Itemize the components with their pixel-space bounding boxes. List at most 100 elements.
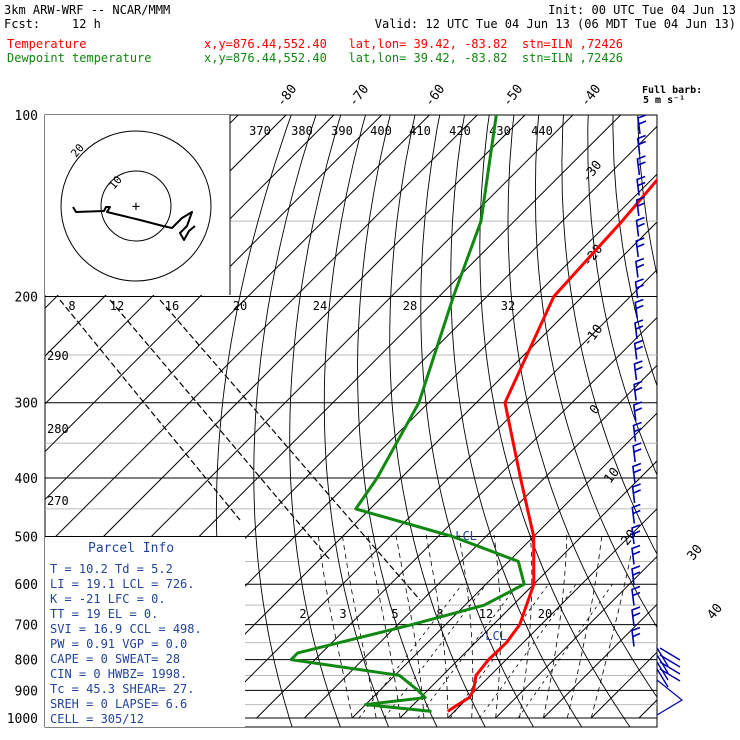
pressure-label: 100	[15, 109, 38, 124]
mixing-ratio-line	[358, 583, 463, 719]
wind-barb	[634, 319, 644, 340]
pressure-label: 500	[15, 530, 38, 545]
wind-barb	[634, 298, 644, 319]
theta-label: 400	[370, 124, 392, 138]
parcel-info-line: CIN = 0 HWBZ= 1998.	[50, 667, 187, 681]
lcl-label: -LCL	[448, 529, 477, 543]
isotherm-label: -70	[346, 82, 372, 110]
temperature-line	[446, 177, 657, 713]
fcst-value: 12 h	[72, 17, 101, 31]
isotherm-line	[45, 115, 526, 596]
dry-adiabat-line	[289, 115, 342, 727]
speed-line	[159, 299, 421, 601]
isotherm-line	[45, 115, 382, 453]
wind-barb	[635, 237, 645, 258]
wind-barb	[632, 462, 642, 483]
speed-label: 24	[313, 299, 327, 313]
parcel-info-line: TT = 19 EL = 0.	[50, 607, 158, 621]
parcel-info-line: SVI = 16.9 CCL = 498.	[50, 622, 202, 636]
parcel-info-box	[45, 537, 245, 727]
pressure-label: 700	[15, 619, 38, 634]
parcel-info-line: T = 10.2 Td = 5.2	[50, 562, 173, 576]
speed-label: 32	[501, 299, 515, 313]
isotherm-label: -50	[500, 82, 526, 110]
pressure-label: 300	[15, 397, 38, 412]
isotherm-line	[45, 115, 430, 501]
speed-label: 12	[110, 299, 124, 313]
wind-barb	[631, 606, 641, 627]
hodograph-ring	[100, 170, 172, 242]
isotherm-line	[687, 115, 740, 718]
fcst-label: Fcst:	[4, 17, 41, 31]
parcel-info-line: LI = 19.1 LCL = 726.	[50, 577, 195, 591]
theta-label: 290	[47, 349, 69, 363]
wind-barb	[656, 647, 681, 667]
parcel-info-line: CAPE = 0 SWEAT= 28	[50, 652, 180, 666]
dry-adiabat-line	[479, 115, 631, 727]
moist-adiabat-group	[316, 535, 638, 719]
isotherm-line	[495, 555, 657, 719]
isotherm-label: -20	[580, 242, 606, 270]
theta-label: 370	[249, 124, 271, 138]
mixing-ratio-group	[358, 583, 613, 719]
dry-adiabat-line	[561, 115, 657, 555]
mixing-ratio-label: 2	[299, 607, 306, 621]
wind-barb	[635, 216, 645, 237]
speed-line	[109, 299, 331, 561]
wind-barb	[634, 278, 644, 299]
theta-label: 270	[47, 494, 69, 508]
lcl-label: -LCL	[478, 629, 507, 643]
wind-barb	[631, 626, 641, 647]
wind-note: Full barb:	[642, 85, 702, 96]
pressure-label: 800	[15, 654, 38, 669]
wind-barb	[631, 565, 641, 586]
model-title: 3km ARW-WRF -- NCAR/MMM	[4, 3, 171, 17]
moist-adiabat-line	[366, 535, 401, 719]
parcel-info-line: SREH = 0 LAPSE= 6.6	[50, 697, 187, 711]
isotherm-line	[304, 364, 657, 719]
isotherm-line	[208, 269, 657, 719]
isotherm-line	[351, 412, 657, 719]
hodograph-ring	[60, 130, 212, 282]
speed-line	[59, 299, 241, 521]
moist-adiabat-line	[457, 535, 474, 719]
temperature-station-info: x,y=876.44,552.40 lat,lon= 39.42, -83.82…	[204, 37, 624, 51]
isotherm-line	[447, 508, 657, 719]
wind-barb	[631, 585, 641, 606]
isotherm-line	[256, 316, 657, 719]
sounding-series	[289, 115, 657, 713]
isotherm-label: 10	[602, 465, 623, 487]
mixing-ratio-line	[383, 583, 487, 719]
hodograph-center: +	[132, 199, 140, 215]
wind-barb	[636, 134, 647, 155]
dry-adiabat-line	[253, 115, 317, 727]
wind-note: 5 m s⁻¹	[643, 95, 685, 106]
wind-barb	[631, 503, 641, 524]
pressure-label: 600	[15, 578, 38, 593]
dry-adiabat-line	[587, 115, 657, 476]
wind-barb	[631, 544, 641, 565]
parcel-info-line: Tc = 45.3 SHEAR= 27.	[50, 682, 195, 696]
wind-barb	[631, 483, 641, 504]
wind-barb	[637, 114, 647, 135]
hodograph-trace	[72, 206, 196, 241]
speed-line-group	[59, 299, 421, 601]
isotherm-label: -10	[580, 322, 606, 350]
dry-adiabat-line	[450, 115, 583, 727]
dry-adiabat-line	[420, 115, 535, 727]
wind-barb	[635, 257, 645, 278]
isotherm-label: -80	[274, 82, 300, 110]
isotherm-line	[45, 115, 335, 405]
speed-label: 28	[403, 299, 417, 313]
hodograph-background	[45, 115, 230, 295]
pressure-label: 900	[15, 684, 38, 699]
isotherm-label: -60	[422, 82, 448, 110]
isotherm-line	[399, 460, 657, 719]
dewpoint-station-info: x,y=876.44,552.40 lat,lon= 39.42, -83.82…	[204, 51, 624, 65]
wind-barb	[656, 668, 681, 688]
dewpoint-line	[289, 115, 526, 713]
isotherm-line	[160, 221, 657, 719]
mixing-ratio-label: 3	[339, 607, 346, 621]
moist-adiabat-line	[590, 535, 638, 719]
